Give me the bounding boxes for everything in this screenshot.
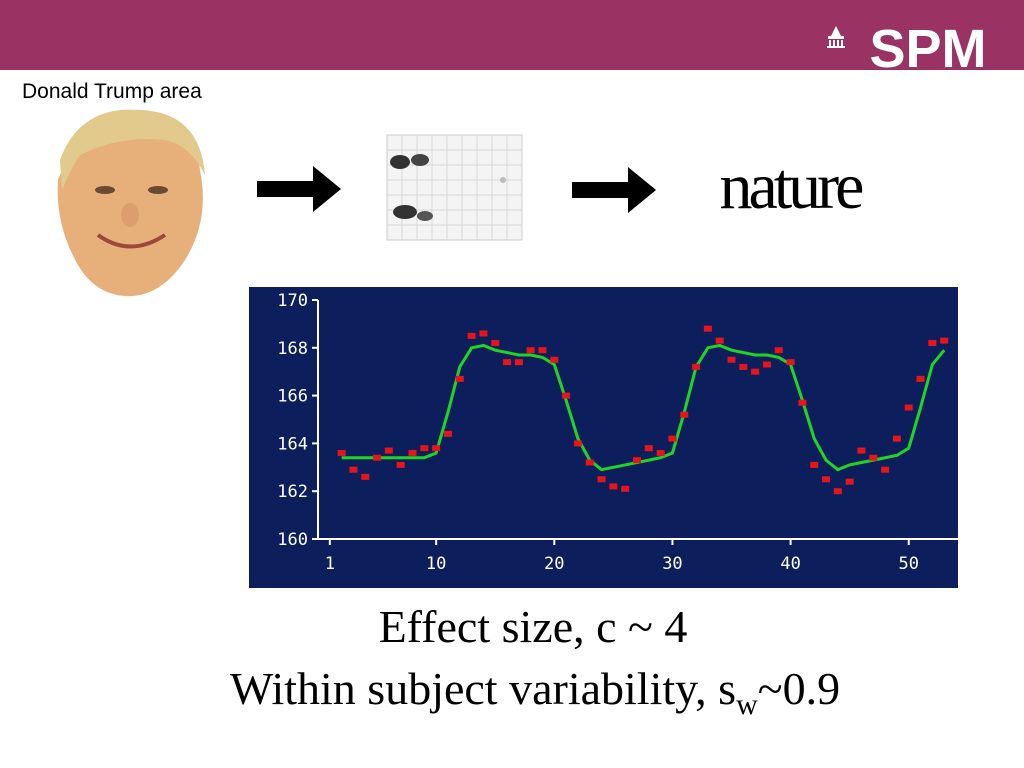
data-point	[845, 478, 854, 485]
y-tick-label: 166	[277, 387, 308, 407]
data-point	[881, 466, 890, 473]
plot-background	[249, 287, 958, 588]
footer-subscript: w	[736, 688, 758, 721]
data-point	[503, 359, 512, 366]
data-point	[928, 340, 937, 347]
data-point	[562, 392, 571, 399]
footer-text: ~0.9	[758, 663, 840, 714]
x-tick-label: 40	[780, 554, 800, 574]
data-point	[739, 363, 748, 370]
data-point	[892, 435, 901, 442]
caption: Donald Trump area	[22, 80, 202, 103]
footer-text: Within subject variability, s	[230, 663, 736, 714]
data-point	[420, 445, 429, 452]
data-point	[455, 375, 464, 382]
data-point	[692, 363, 701, 370]
data-point	[396, 461, 405, 468]
y-tick-label: 170	[277, 291, 308, 311]
data-point	[585, 459, 594, 466]
data-point	[833, 488, 842, 495]
footer-line: Effect size, c ~ 4	[379, 601, 688, 652]
x-tick-label: 20	[544, 554, 564, 574]
logo-text: SPM	[869, 19, 986, 79]
footer-line: Within subject variability, sw~0.9	[230, 663, 840, 721]
x-tick-label: 1	[325, 554, 335, 574]
data-point	[538, 347, 547, 354]
data-point	[786, 359, 795, 366]
data-point	[680, 411, 689, 418]
y-tick-label: 168	[277, 339, 308, 359]
data-point	[597, 476, 606, 483]
data-point	[703, 325, 712, 332]
data-point	[373, 454, 382, 461]
face-photo	[57, 109, 205, 297]
y-tick-label: 164	[277, 434, 308, 454]
data-point	[715, 337, 724, 344]
data-point	[774, 347, 783, 354]
x-tick-label: 50	[898, 554, 918, 574]
data-point	[762, 361, 771, 368]
data-point	[916, 375, 925, 382]
data-point	[491, 340, 500, 347]
data-point	[337, 449, 346, 456]
y-tick-label: 162	[277, 482, 308, 502]
data-point	[621, 485, 630, 492]
data-point	[644, 445, 653, 452]
data-point	[810, 461, 819, 468]
x-tick-label: 10	[426, 554, 446, 574]
data-point	[822, 476, 831, 483]
arrow	[572, 167, 656, 213]
fit-line	[341, 343, 946, 472]
data-point	[798, 399, 807, 406]
data-point	[727, 356, 736, 363]
data-point	[633, 457, 641, 464]
data-point	[443, 430, 452, 437]
data-point	[514, 359, 523, 366]
data-point	[573, 440, 582, 447]
glass-brain	[386, 134, 523, 241]
y-tick-label: 160	[277, 530, 308, 550]
chart: 160 162 164 166 168 170 1 10 20 30 40 50	[249, 287, 958, 588]
data-point	[940, 337, 949, 344]
x-tick-label: 30	[662, 554, 682, 574]
data-point	[349, 466, 358, 473]
data-point	[904, 404, 913, 411]
data-point	[751, 368, 760, 375]
data-point	[479, 330, 488, 337]
data-point	[361, 473, 370, 480]
data-point	[656, 449, 665, 456]
data-point	[609, 483, 618, 490]
header-bar	[0, 0, 1024, 70]
data-point	[857, 447, 866, 454]
data-point	[550, 356, 559, 363]
data-point	[869, 454, 878, 461]
data-point	[432, 445, 441, 452]
data-point	[408, 449, 417, 456]
data-point	[526, 347, 535, 354]
data-point	[384, 447, 393, 454]
data-point	[668, 435, 677, 442]
data-point	[467, 332, 476, 339]
arrow	[257, 166, 341, 212]
logo-icon	[827, 26, 845, 48]
journal-logo: nature	[720, 150, 863, 223]
